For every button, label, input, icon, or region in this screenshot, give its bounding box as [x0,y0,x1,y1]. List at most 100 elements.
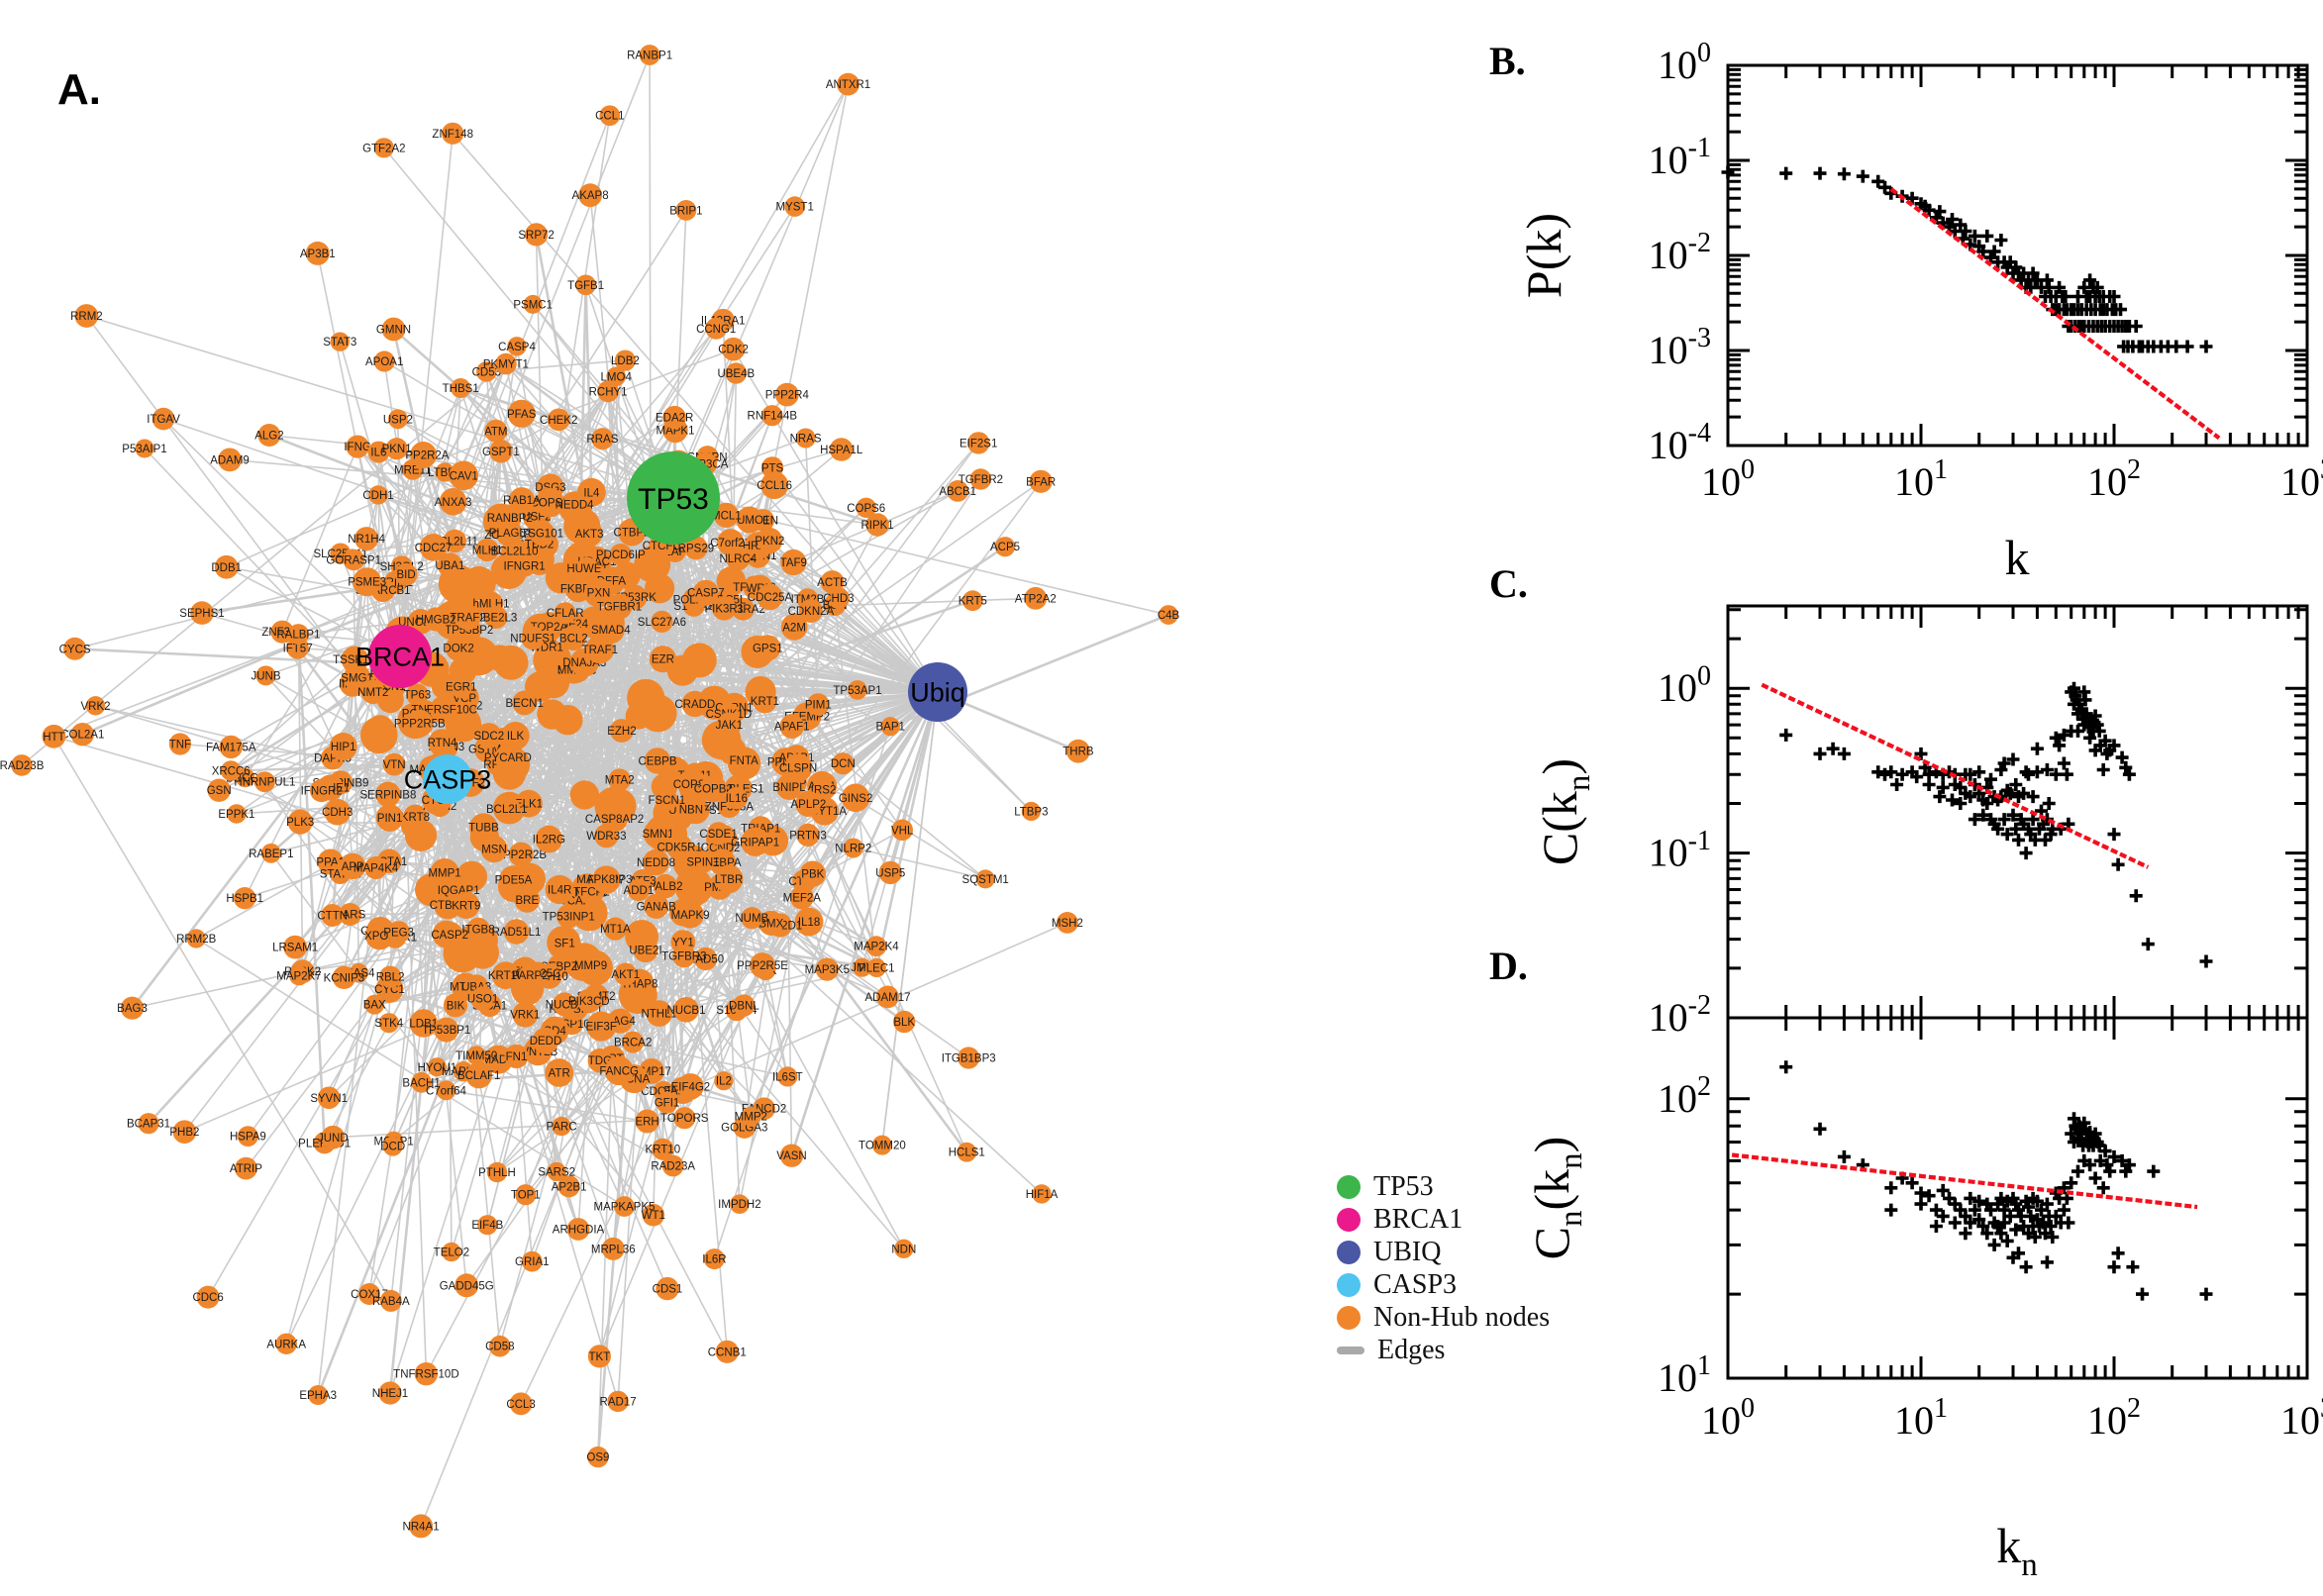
network-node[interactable]: SPIN1 [686,850,720,873]
network-node[interactable]: CASP2 [431,921,468,948]
network-node[interactable]: KCNIP3 [324,965,365,989]
network-node[interactable]: USP5 [875,860,905,885]
network-node[interactable]: CDH3 [322,798,353,826]
network-node[interactable]: PALB2 [649,873,683,899]
network-node[interactable]: VTN [383,752,406,776]
network-node[interactable]: UBE2I [629,938,662,963]
network-node[interactable]: RCHY1 [589,380,628,403]
network-node[interactable]: NHEJ1 [372,1381,408,1405]
network-node[interactable]: IL18 [794,907,824,937]
network-node[interactable]: PRTN3 [789,823,827,848]
network-node[interactable]: PSME3 [348,567,386,597]
network-node[interactable]: AKAP8 [572,183,609,208]
network-node[interactable]: ITGAV [147,407,180,431]
network-node[interactable]: CRADD [674,690,715,718]
network-node[interactable]: MTA2 [605,768,635,791]
network-node[interactable]: TIMM50 [455,1046,497,1065]
network-node[interactable]: RRM2B [176,929,217,948]
network-node[interactable]: COPS6 [847,497,885,518]
network-node[interactable]: NMT2 [357,679,388,705]
network-node[interactable]: CCNG1 [696,317,736,340]
network-node[interactable]: BID [394,562,418,586]
network-node[interactable]: AP2B1 [552,1175,587,1198]
network-node[interactable]: GMNN [376,317,411,342]
network-node[interactable]: SQSTM1 [962,869,1009,889]
network-node[interactable]: AKT1 [611,962,640,986]
network-node[interactable]: CCL3 [506,1392,536,1416]
network-node[interactable]: BCL2L1 [486,795,528,823]
network-node[interactable]: RAD51L1 [492,919,542,945]
network-node[interactable]: SYVN1 [310,1086,348,1110]
network-node[interactable]: RAD50 [687,947,724,971]
network-node[interactable]: BNIPL [772,773,806,800]
network-node[interactable]: COPS2 [531,487,569,518]
network-node[interactable]: THBS1 [443,378,479,398]
hub-node-tp53[interactable]: TP53 [627,451,720,545]
network-node[interactable]: CTTN [317,904,348,927]
network-node[interactable]: PEG3 [383,921,414,944]
network-node[interactable]: ATP2A2 [1015,586,1057,610]
network-node[interactable]: GORASP1 [326,549,381,571]
network-node[interactable]: SARS2 [538,1161,575,1182]
network-node[interactable]: GFI1 [655,1091,680,1114]
network-node[interactable]: C7orf64 [426,1080,467,1101]
network-node[interactable]: JUNB [251,665,281,686]
network-node[interactable]: TOP1 [511,1184,541,1206]
network-node[interactable]: IL16 [725,786,749,810]
network-node[interactable]: GADD45G [440,1273,494,1298]
network-node[interactable]: ADD1 [624,878,655,902]
network-node[interactable]: CDC25A [748,583,793,611]
network-node[interactable]: TNF [169,733,191,755]
network-node[interactable]: APLP2 [790,790,826,818]
network-node[interactable]: CDS1 [653,1276,683,1301]
network-node[interactable]: FANCG [599,1056,639,1086]
network-node[interactable]: ADAM17 [864,985,911,1009]
network-node[interactable]: NR1H4 [348,527,386,551]
network-node[interactable]: NDUFS1 [510,626,556,650]
network-node[interactable]: EGR1 [446,675,476,699]
network-node[interactable]: ATR [545,1058,574,1087]
network-node[interactable]: WT1 [642,1203,665,1227]
network-node[interactable]: TOPORS [660,1107,709,1130]
network-node[interactable]: JAK1 [716,712,744,738]
network-node[interactable]: RALBP1 [276,624,320,646]
network-node[interactable]: PARC [547,1116,577,1137]
network-node[interactable]: RAD17 [600,1390,637,1413]
network-node[interactable]: PKMYT1 [483,352,529,375]
network-node[interactable]: NUCB1 [667,997,706,1023]
network-node[interactable]: SMAD4 [591,616,631,645]
network-node[interactable]: LDB1 [409,1009,438,1038]
network-node[interactable]: BCLAF1 [457,1061,500,1089]
network-node[interactable]: GTF2A2 [362,138,406,158]
network-node[interactable]: EPHA3 [299,1385,337,1405]
network-node[interactable]: ARHGDIA [553,1218,605,1241]
network-node[interactable]: BMX [758,910,784,937]
hub-node-brca1[interactable]: BRCA1 [355,625,445,688]
network-node[interactable]: MMP9 [574,953,607,977]
network-node[interactable]: IFNGR2 [301,778,343,803]
network-node[interactable]: PIK3R1 [704,596,744,621]
hub-node-casp3[interactable]: CASP3 [404,754,492,804]
network-node[interactable]: BCL2 [559,625,588,651]
network-node[interactable]: P53AIP1 [122,439,167,458]
network-node[interactable]: BFAR [1026,469,1056,493]
network-node[interactable]: EZR [649,646,677,673]
network-node[interactable]: APP [340,852,366,880]
network-node[interactable]: ACTB [817,570,848,594]
network-node[interactable]: FNTA [730,748,759,771]
network-node[interactable]: MYST1 [776,196,814,217]
network-node[interactable]: FAM175A [206,735,256,759]
network-node[interactable]: KRT5 [959,590,987,612]
network-node[interactable]: APAF1 [774,714,810,739]
network-node[interactable]: KRT1 [751,689,779,714]
network-node[interactable]: RANBP2 [487,506,533,530]
network-node[interactable]: TRAF2 [450,604,486,631]
network-node[interactable]: KRT10 [646,1138,681,1160]
network-node[interactable]: BRE [514,886,541,913]
network-node[interactable]: CFLAR [547,602,584,625]
network-node[interactable]: PPP2R4 [765,382,810,407]
network-node[interactable]: TP53AP1 [833,680,882,700]
network-node[interactable]: AP3B1 [300,241,336,265]
network-node[interactable]: GSN [207,778,232,802]
network-node[interactable]: ANXA3 [435,488,472,516]
